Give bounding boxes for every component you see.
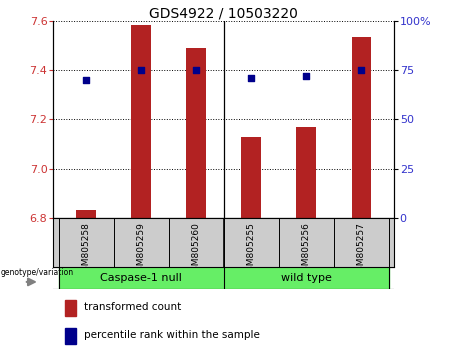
Bar xyxy=(351,37,371,218)
Text: percentile rank within the sample: percentile rank within the sample xyxy=(84,330,260,340)
Text: wild type: wild type xyxy=(281,273,331,282)
Text: Caspase-1 null: Caspase-1 null xyxy=(100,273,182,282)
Title: GDS4922 / 10503220: GDS4922 / 10503220 xyxy=(149,6,298,20)
Bar xyxy=(131,25,151,218)
Point xyxy=(192,68,200,73)
Bar xyxy=(224,267,389,289)
Bar xyxy=(65,299,76,316)
Text: GSM805256: GSM805256 xyxy=(301,222,311,276)
Text: GSM805257: GSM805257 xyxy=(357,222,366,276)
Bar xyxy=(242,137,261,218)
Bar xyxy=(59,267,224,289)
Bar xyxy=(186,48,206,218)
Bar xyxy=(65,328,76,344)
Point xyxy=(302,73,310,79)
Point xyxy=(83,77,90,83)
Text: GSM805258: GSM805258 xyxy=(82,222,90,276)
Bar xyxy=(296,127,316,218)
Text: GSM805260: GSM805260 xyxy=(192,222,201,276)
Bar xyxy=(77,210,96,218)
Text: GSM805255: GSM805255 xyxy=(247,222,255,276)
Point xyxy=(357,68,365,73)
Point xyxy=(137,68,145,73)
Point xyxy=(248,75,255,81)
Text: transformed count: transformed count xyxy=(84,302,181,312)
Text: GSM805259: GSM805259 xyxy=(136,222,146,276)
Text: genotype/variation: genotype/variation xyxy=(1,268,74,276)
